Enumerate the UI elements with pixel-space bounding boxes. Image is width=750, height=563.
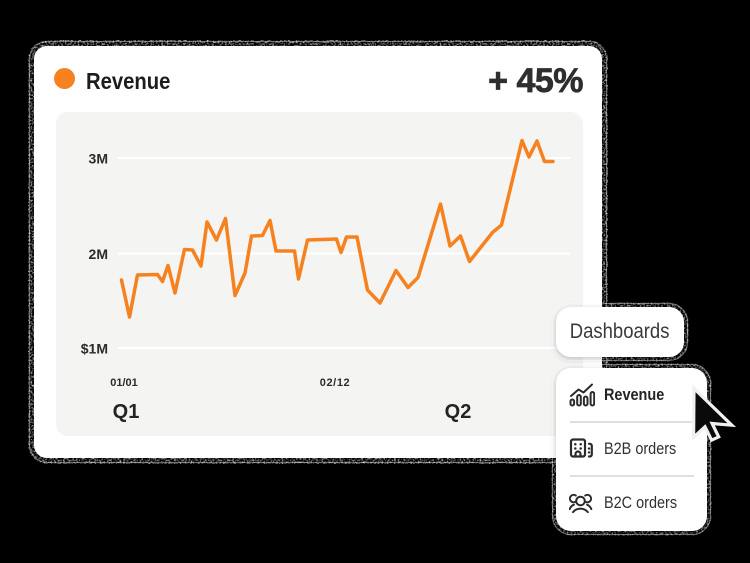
svg-text:Q2: Q2 bbox=[445, 401, 472, 423]
svg-text:02/12: 02/12 bbox=[320, 377, 351, 389]
svg-text:2M: 2M bbox=[89, 246, 108, 262]
svg-text:3M: 3M bbox=[89, 151, 108, 167]
svg-text:$1M: $1M bbox=[81, 341, 108, 357]
svg-text:Q1: Q1 bbox=[113, 401, 140, 423]
svg-text:01/01: 01/01 bbox=[110, 377, 138, 389]
